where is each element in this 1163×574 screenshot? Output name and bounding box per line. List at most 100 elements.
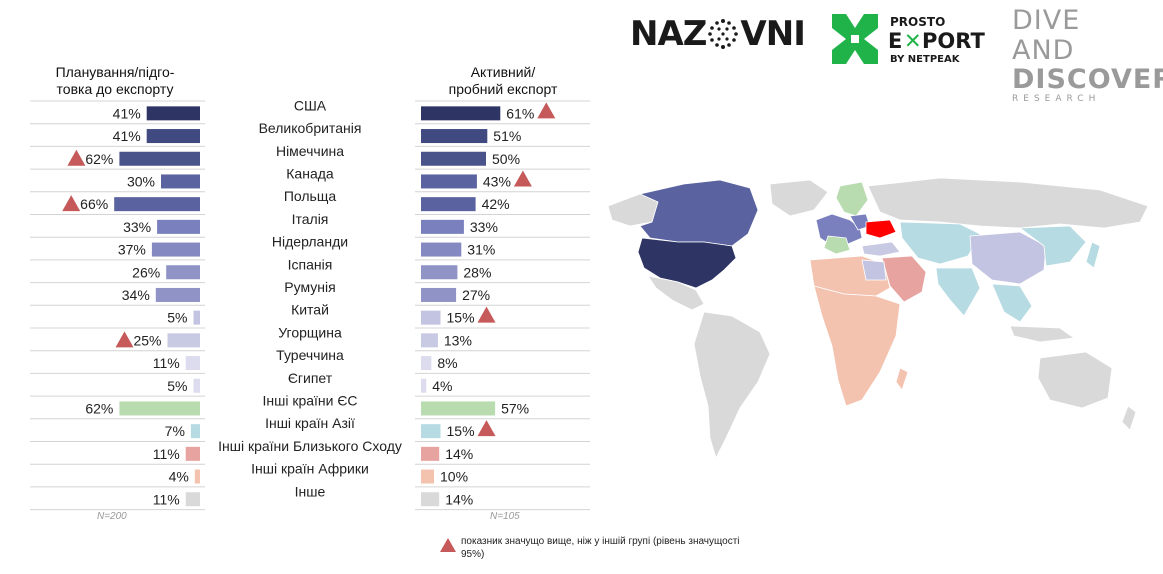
right-bar xyxy=(421,469,434,484)
left-bar xyxy=(167,333,200,348)
category-label: Італія xyxy=(292,211,329,227)
map-russia xyxy=(867,177,1149,229)
left-value-label: 30% xyxy=(127,173,155,189)
left-value-label: 33% xyxy=(123,219,151,235)
left-bar xyxy=(185,446,200,461)
map-middle-east xyxy=(881,255,927,303)
right-value-label: 4% xyxy=(432,378,452,394)
category-label: Нідерланди xyxy=(272,234,348,250)
right-value-label: 14% xyxy=(445,446,473,462)
dd-line1: DIVE AND xyxy=(1012,5,1081,66)
right-value-label: 31% xyxy=(467,242,495,258)
world-map xyxy=(607,177,1149,460)
map-australia xyxy=(1037,351,1113,409)
right-value-label: 15% xyxy=(447,423,475,439)
left-value-label: 11% xyxy=(153,446,180,462)
right-bar xyxy=(421,401,496,416)
map-central-asia xyxy=(899,221,981,265)
map-east-asia xyxy=(1018,225,1087,267)
left-value-label: 11% xyxy=(153,355,180,371)
right-significance-triangle xyxy=(537,102,556,119)
left-value-label: 7% xyxy=(165,423,185,439)
prosto-x-letter: ✕ xyxy=(904,29,922,53)
left-value-label: 34% xyxy=(122,287,150,303)
right-value-label: 50% xyxy=(492,151,520,167)
left-bar xyxy=(146,129,200,144)
left-bar xyxy=(155,287,200,302)
right-bar xyxy=(421,492,440,507)
left-value-label: 62% xyxy=(85,400,113,416)
map-turkey xyxy=(861,241,901,257)
category-label: Інші країн Азії xyxy=(265,415,355,431)
dd-line2: DISCOVERY xyxy=(1012,64,1163,95)
right-bar xyxy=(421,129,488,144)
map-mexico xyxy=(647,275,705,311)
right-bar xyxy=(421,106,501,121)
left-value-label: 41% xyxy=(113,105,141,121)
left-bar xyxy=(114,197,200,212)
category-label: Єгипет xyxy=(288,370,333,386)
right-value-label: 57% xyxy=(501,400,529,416)
right-value-label: 43% xyxy=(483,173,511,189)
left-significance-triangle xyxy=(62,195,81,212)
left-sample-size: N=200 xyxy=(97,511,127,522)
left-bar xyxy=(185,492,200,507)
left-value-label: 11% xyxy=(153,491,180,507)
left-bar xyxy=(151,242,200,257)
map-africa xyxy=(813,285,901,407)
right-bar xyxy=(421,424,441,439)
left-significance-triangle xyxy=(67,149,86,166)
map-eu-east xyxy=(823,235,851,255)
map-egypt xyxy=(861,259,887,281)
prosto-top-text: PROSTO xyxy=(890,15,945,29)
left-value-label: 25% xyxy=(133,332,161,348)
left-value-label: 26% xyxy=(132,264,160,280)
right-value-label: 8% xyxy=(437,355,457,371)
map-scandinavia xyxy=(835,181,869,217)
left-bar xyxy=(190,424,200,439)
prosto-mid-e: E xyxy=(888,29,902,53)
significance-triangle-icon xyxy=(440,538,456,552)
right-bar xyxy=(421,219,464,234)
right-bar xyxy=(421,242,462,257)
category-label: Румунія xyxy=(284,279,335,295)
map-japan xyxy=(1085,241,1101,269)
category-label: Туреччина xyxy=(276,347,344,363)
right-value-label: 42% xyxy=(482,196,510,212)
right-bar xyxy=(421,378,427,393)
right-series-header: Активний/ пробний експорт xyxy=(448,64,558,97)
map-canada xyxy=(638,179,759,247)
left-bar xyxy=(157,219,200,234)
right-significance-triangle xyxy=(477,420,496,437)
map-china xyxy=(969,231,1047,285)
left-bar xyxy=(119,401,200,416)
left-value-label: 4% xyxy=(169,469,189,485)
right-value-label: 10% xyxy=(440,469,468,485)
dd-line3: RESEARCH xyxy=(1012,94,1101,104)
map-new-zealand xyxy=(1121,405,1137,431)
left-bar xyxy=(193,378,200,393)
nazovni-logo: NAZ VNI xyxy=(630,14,806,54)
map-south-asia xyxy=(935,267,981,317)
category-label: Канада xyxy=(286,165,334,181)
category-label: Інші країни Близького Сходу xyxy=(218,438,402,454)
right-bar xyxy=(421,151,486,166)
left-bar xyxy=(185,356,200,371)
map-usa xyxy=(637,237,737,289)
category-label: Великобританія xyxy=(259,120,362,136)
dive-discovery-logo: DIVE AND DISCOVERY RESEARCH xyxy=(1012,5,1163,105)
category-label: США xyxy=(294,97,327,113)
left-value-label: 41% xyxy=(113,128,141,144)
category-label: Інші країн Африки xyxy=(251,461,369,477)
left-bar xyxy=(119,151,200,166)
right-value-label: 15% xyxy=(447,310,475,326)
right-value-label: 13% xyxy=(444,332,472,348)
left-value-label: 5% xyxy=(167,378,187,394)
category-label: Інші країни ЄС xyxy=(262,392,357,408)
right-bar xyxy=(421,197,476,212)
category-label: Китай xyxy=(291,302,329,318)
category-label: Угорщина xyxy=(278,324,342,340)
butterfly-bar-chart: США 41% 61% Великобританія 41% 51% Німеччина 62… xyxy=(30,97,590,511)
right-bar xyxy=(421,265,458,280)
right-value-label: 28% xyxy=(463,264,491,280)
